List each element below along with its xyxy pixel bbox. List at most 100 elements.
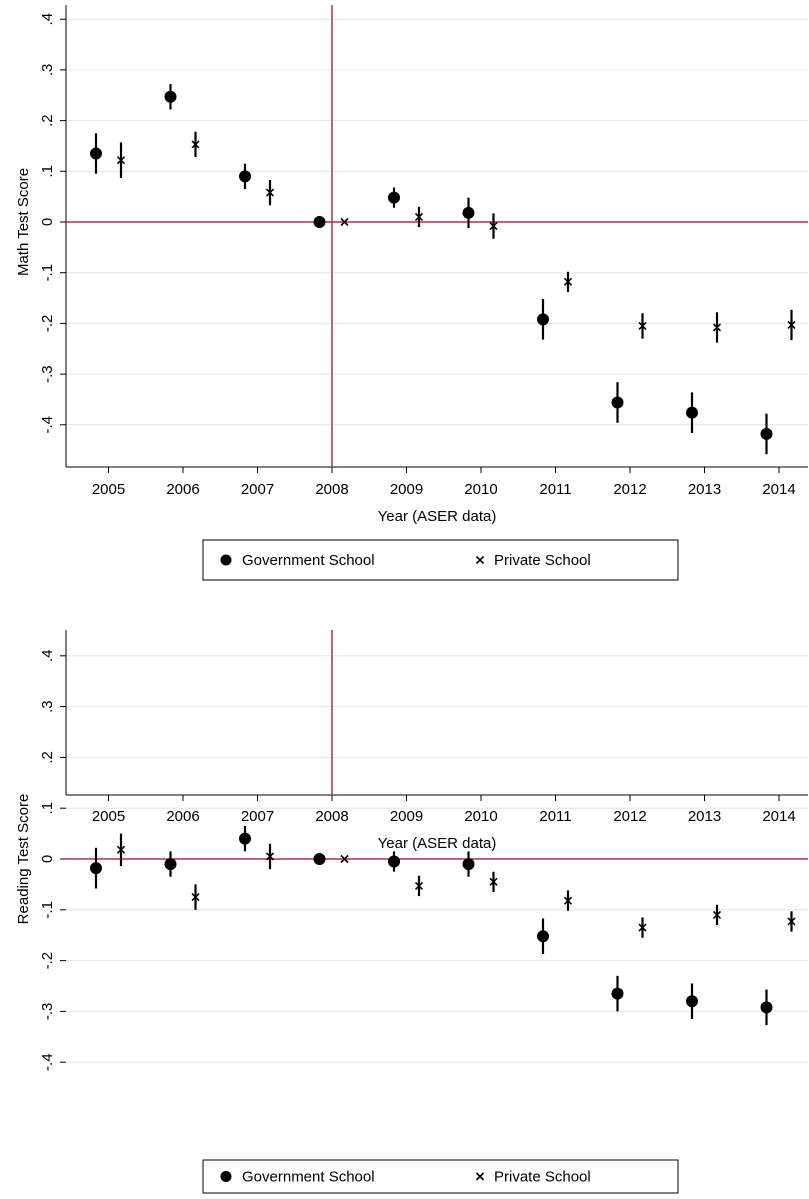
legend-private-marker bbox=[475, 1172, 485, 1181]
private-point bbox=[116, 156, 126, 165]
legend-private-label: Private School bbox=[494, 1169, 591, 1186]
private-point bbox=[787, 320, 796, 329]
legend: Government School Private School bbox=[202, 1159, 679, 1194]
private-marker-stroke bbox=[563, 896, 573, 905]
y-tick-label: .1 bbox=[39, 165, 56, 178]
x-tick-label: 2007 bbox=[241, 808, 274, 825]
x-axis-title: Year (ASER data) bbox=[378, 835, 497, 852]
government-point bbox=[239, 170, 251, 183]
y-tick-label: -.3 bbox=[39, 365, 56, 383]
private-marker-stroke bbox=[265, 188, 275, 197]
legend-private-label: Private School bbox=[494, 552, 591, 569]
private-marker-stroke bbox=[638, 923, 647, 932]
private-point bbox=[638, 321, 647, 331]
x-tick-label: 2014 bbox=[762, 481, 795, 498]
private-point bbox=[265, 852, 275, 861]
government-point bbox=[388, 191, 400, 204]
legend-private-marker bbox=[475, 555, 485, 565]
private-point bbox=[563, 277, 573, 286]
private-marker-stroke bbox=[116, 845, 126, 854]
x-tick-label: 2013 bbox=[688, 481, 721, 498]
private-marker-stroke bbox=[340, 217, 349, 227]
x-tick-label: 2012 bbox=[613, 481, 646, 498]
x-tick-label: 2005 bbox=[92, 808, 125, 825]
private-marker-stroke bbox=[340, 854, 349, 864]
private-marker-stroke bbox=[489, 877, 498, 886]
x-tick-label: 2010 bbox=[464, 481, 497, 498]
private-point bbox=[563, 896, 573, 905]
private-marker-stroke bbox=[787, 320, 796, 329]
private-point bbox=[414, 212, 424, 221]
y-tick-label: .2 bbox=[39, 114, 56, 127]
government-point bbox=[164, 90, 177, 103]
x-tick-label: 2005 bbox=[92, 481, 125, 498]
private-marker-stroke bbox=[563, 277, 573, 286]
government-point bbox=[462, 206, 475, 219]
x-tick-label: 2012 bbox=[613, 808, 646, 825]
legend-private-marker-stroke bbox=[475, 555, 485, 565]
x-tick-label: 2011 bbox=[539, 808, 571, 825]
government-point bbox=[686, 995, 698, 1008]
y-tick-label: 0 bbox=[39, 218, 56, 226]
y-tick-label: 0 bbox=[39, 855, 56, 863]
government-point bbox=[239, 832, 251, 845]
x-tick-label: 2007 bbox=[241, 481, 274, 498]
private-point bbox=[340, 217, 349, 227]
private-marker-stroke bbox=[638, 321, 647, 331]
y-tick-label: -.2 bbox=[39, 315, 56, 333]
government-point bbox=[462, 858, 475, 871]
x-tick-label: 2006 bbox=[166, 808, 199, 825]
private-point bbox=[191, 893, 200, 902]
private-point bbox=[489, 877, 498, 886]
private-marker-stroke bbox=[414, 881, 424, 890]
legend-government-marker bbox=[220, 1171, 232, 1182]
private-marker-stroke bbox=[191, 893, 200, 902]
government-point bbox=[537, 313, 549, 326]
legend: Government School Private School bbox=[202, 539, 679, 581]
x-tick-label: 2008 bbox=[315, 481, 348, 498]
chart-panel-1: .4 .3 .2 .1 0 -.1 -.2 -.3 -.4 2005 2006 2007 2008 200… bbox=[15, 5, 808, 581]
y-tick-label: .3 bbox=[39, 64, 56, 77]
government-point bbox=[760, 1001, 773, 1014]
x-tick-label: 2011 bbox=[539, 481, 571, 498]
y-tick-label: -.1 bbox=[39, 264, 56, 282]
government-point bbox=[611, 987, 624, 1000]
x-axis-title: Year (ASER data) bbox=[378, 508, 497, 525]
government-point bbox=[164, 858, 177, 871]
private-point bbox=[265, 188, 275, 197]
government-point bbox=[388, 855, 400, 868]
y-tick-label: -.1 bbox=[39, 901, 56, 919]
private-marker-stroke bbox=[787, 917, 796, 926]
private-marker-stroke bbox=[712, 323, 722, 332]
y-tick-label: .2 bbox=[39, 751, 56, 764]
private-point bbox=[489, 221, 498, 231]
x-tick-label: 2009 bbox=[390, 481, 423, 498]
legend-government-label: Government School bbox=[242, 1169, 375, 1186]
y-tick-label: -.2 bbox=[39, 952, 56, 970]
private-point bbox=[414, 881, 424, 890]
y-tick-label: .3 bbox=[39, 700, 56, 713]
private-marker-stroke bbox=[116, 156, 126, 165]
government-point bbox=[537, 930, 549, 943]
y-tick-label: .4 bbox=[39, 13, 56, 26]
government-point bbox=[686, 406, 698, 419]
x-tick-label: 2013 bbox=[688, 808, 721, 825]
x-tick-label: 2014 bbox=[762, 808, 795, 825]
x-tick-label: 2006 bbox=[166, 481, 199, 498]
private-point bbox=[191, 140, 200, 149]
y-tick-label: -.4 bbox=[39, 416, 56, 434]
y-tick-label: .1 bbox=[39, 802, 56, 815]
legend-private-marker-stroke bbox=[475, 1172, 485, 1181]
government-point bbox=[90, 862, 102, 875]
y-axis-title: Math Test Score bbox=[15, 168, 32, 276]
legend-box bbox=[202, 1159, 679, 1194]
private-point bbox=[787, 917, 796, 926]
private-point bbox=[116, 845, 126, 854]
government-point bbox=[611, 396, 624, 409]
legend-government-label: Government School bbox=[242, 552, 375, 569]
private-point bbox=[638, 923, 647, 932]
chart-panel-2: .4 .3 .2 .1 0 -.1 -.2 -.3 -.4 2005 2006 2007 2008 200… bbox=[15, 630, 808, 1194]
private-marker-stroke bbox=[712, 910, 722, 919]
government-point bbox=[90, 147, 102, 160]
